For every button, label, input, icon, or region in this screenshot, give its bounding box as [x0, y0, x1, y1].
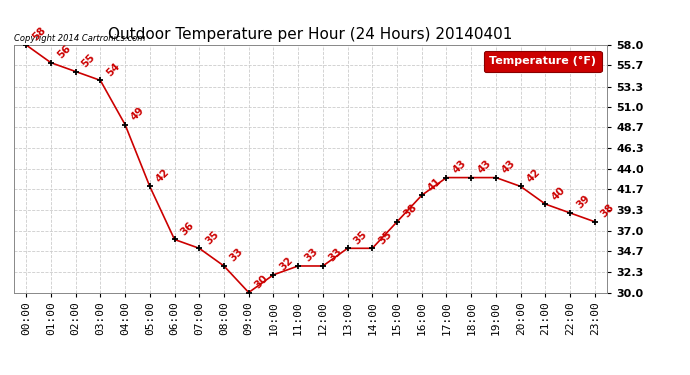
Text: 30: 30 [253, 273, 270, 290]
Text: 35: 35 [352, 229, 369, 246]
Title: Outdoor Temperature per Hour (24 Hours) 20140401: Outdoor Temperature per Hour (24 Hours) … [108, 27, 513, 42]
Text: 33: 33 [327, 246, 344, 264]
Text: 42: 42 [525, 167, 542, 184]
Text: 43: 43 [475, 158, 493, 176]
Text: Copyright 2014 Cartronics.com: Copyright 2014 Cartronics.com [14, 33, 145, 42]
Text: 36: 36 [179, 220, 196, 237]
Text: 43: 43 [500, 158, 518, 176]
Text: 42: 42 [154, 167, 171, 184]
Text: 41: 41 [426, 176, 444, 193]
Text: 54: 54 [104, 61, 122, 78]
Text: 38: 38 [599, 202, 616, 220]
Text: 32: 32 [277, 255, 295, 273]
Text: 40: 40 [549, 184, 567, 202]
Text: 55: 55 [80, 52, 97, 69]
Text: 39: 39 [574, 194, 591, 211]
Text: 35: 35 [377, 229, 394, 246]
Text: 43: 43 [451, 158, 468, 176]
Text: 49: 49 [129, 105, 146, 122]
Legend: Temperature (°F): Temperature (°F) [484, 51, 602, 72]
Text: 35: 35 [204, 229, 221, 246]
Text: 56: 56 [55, 43, 72, 60]
Text: 38: 38 [401, 202, 419, 220]
Text: 33: 33 [302, 246, 319, 264]
Text: 58: 58 [30, 26, 48, 43]
Text: 33: 33 [228, 246, 246, 264]
